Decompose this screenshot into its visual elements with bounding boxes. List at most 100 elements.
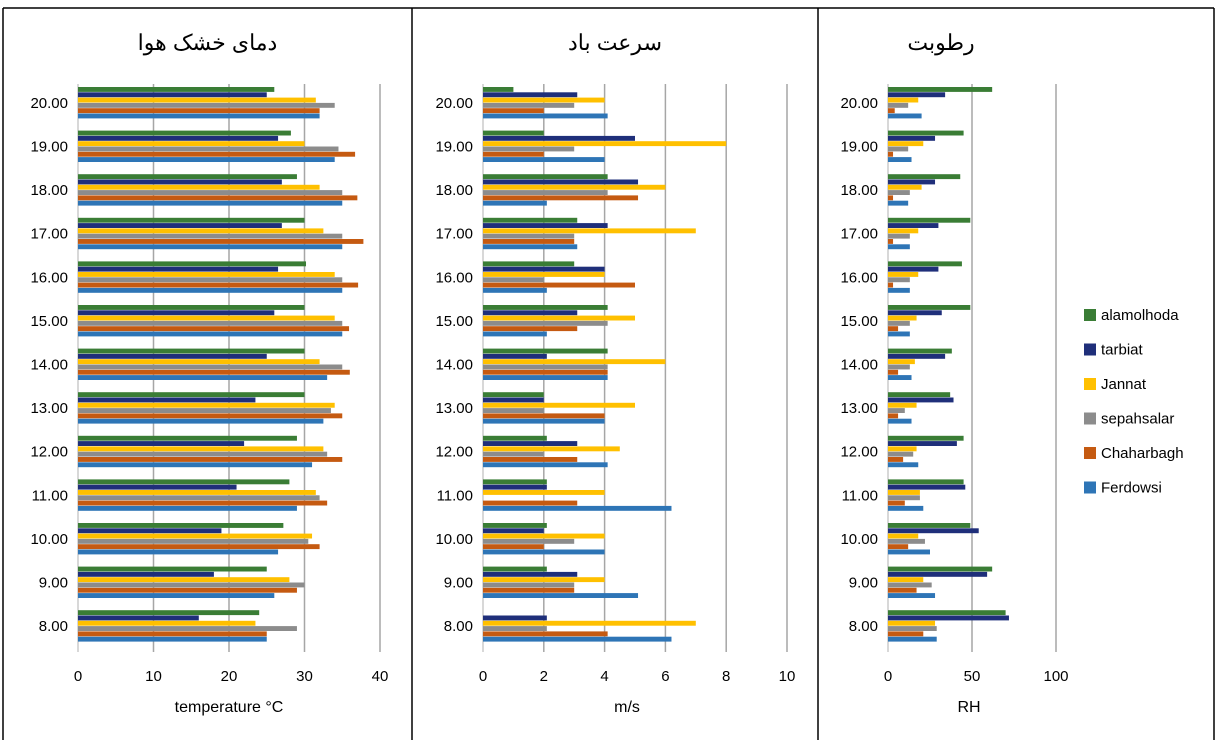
- bar-Chaharbagh-10: [483, 544, 544, 550]
- bar-Ferdowsi-2: [483, 200, 547, 206]
- bar-Ferdowsi-9: [78, 505, 297, 511]
- bar-Ferdowsi-5: [78, 331, 343, 337]
- bar-tarbiat-6: [78, 353, 267, 359]
- bar-Chaharbagh-9: [888, 500, 905, 506]
- bar-Jannat-8: [483, 446, 620, 452]
- bar-Chaharbagh-3: [78, 239, 364, 244]
- legend-swatch-sepahsalar: [1084, 412, 1096, 425]
- bar-tarbiat-9: [483, 484, 547, 490]
- bar-Chaharbagh-6: [483, 369, 608, 375]
- y-tick-label: 13.00: [840, 400, 878, 417]
- bar-tarbiat-2: [888, 179, 936, 185]
- bar-tarbiat-3: [888, 223, 939, 228]
- bar-tarbiat-5: [78, 310, 275, 316]
- bar-tarbiat-12: [78, 615, 199, 621]
- bar-Ferdowsi-11: [888, 593, 936, 598]
- bar-Chaharbagh-4: [483, 282, 635, 288]
- bar-sepahsalar-8: [78, 451, 328, 457]
- bar-sepahsalar-10: [78, 538, 309, 544]
- bar-alamolhoda-12: [888, 610, 1006, 616]
- y-tick-label: 14.00: [840, 357, 878, 374]
- bar-alamolhoda-7: [888, 392, 951, 398]
- bar-tarbiat-9: [78, 484, 237, 490]
- bar-Chaharbagh-9: [78, 500, 328, 506]
- bar-Jannat-0: [888, 97, 919, 103]
- bar-Jannat-5: [888, 315, 917, 321]
- x-tick-label: 2: [540, 668, 548, 685]
- bar-Jannat-7: [888, 402, 917, 408]
- bar-Ferdowsi-3: [888, 244, 910, 250]
- y-tick-label: 14.00: [435, 357, 473, 374]
- bar-Jannat-12: [483, 620, 696, 626]
- y-tick-label: 18.00: [840, 182, 878, 199]
- bar-Jannat-2: [78, 184, 320, 190]
- bar-alamolhoda-8: [483, 435, 547, 441]
- bar-alamolhoda-5: [78, 305, 305, 310]
- bar-tarbiat-6: [888, 353, 946, 359]
- bar-Chaharbagh-2: [888, 195, 894, 201]
- y-tick-label: 16.00: [435, 269, 473, 286]
- bar-alamolhoda-12: [78, 610, 260, 616]
- bar-tarbiat-11: [78, 571, 214, 577]
- bar-Jannat-9: [888, 490, 920, 495]
- y-tick-label: 14.00: [30, 357, 68, 374]
- bar-Ferdowsi-0: [483, 113, 608, 119]
- bar-Ferdowsi-2: [888, 200, 909, 206]
- bar-Jannat-3: [483, 228, 696, 234]
- y-tick-label: 9.00: [39, 575, 68, 592]
- bar-alamolhoda-1: [483, 130, 544, 136]
- bar-Chaharbagh-5: [483, 326, 578, 332]
- bar-sepahsalar-9: [78, 495, 320, 501]
- bar-Ferdowsi-0: [78, 113, 320, 119]
- x-axis-label: m/s: [614, 699, 640, 716]
- bar-Chaharbagh-4: [888, 282, 894, 288]
- bar-Chaharbagh-5: [78, 326, 350, 332]
- bar-alamolhoda-10: [78, 523, 284, 528]
- bar-sepahsalar-11: [888, 582, 932, 588]
- bar-tarbiat-7: [78, 397, 256, 403]
- bar-sepahsalar-5: [483, 320, 608, 326]
- bar-sepahsalar-4: [483, 277, 544, 283]
- bar-Jannat-12: [888, 620, 936, 626]
- x-tick-label: 40: [372, 668, 389, 685]
- bar-Chaharbagh-10: [888, 544, 909, 550]
- x-axis-label: RH: [957, 699, 980, 716]
- bar-alamolhoda-6: [888, 348, 952, 354]
- bar-alamolhoda-5: [483, 305, 608, 310]
- bar-Ferdowsi-7: [78, 418, 324, 424]
- bar-alamolhoda-9: [483, 479, 547, 485]
- bar-Ferdowsi-1: [888, 157, 912, 162]
- y-tick-label: 20.00: [435, 95, 473, 112]
- bar-Chaharbagh-12: [888, 631, 924, 637]
- bar-tarbiat-0: [483, 92, 578, 98]
- y-tick-label: 11.00: [32, 487, 68, 504]
- bar-alamolhoda-6: [483, 348, 608, 354]
- bar-alamolhoda-4: [483, 261, 575, 267]
- bar-Ferdowsi-5: [888, 331, 910, 337]
- legend-swatch-Jannat: [1084, 378, 1096, 390]
- bar-Ferdowsi-3: [78, 244, 343, 250]
- bar-Ferdowsi-5: [483, 331, 547, 337]
- bar-sepahsalar-8: [888, 451, 914, 457]
- bar-tarbiat-0: [78, 92, 267, 98]
- bar-Ferdowsi-6: [78, 375, 328, 380]
- bar-Chaharbagh-6: [78, 369, 350, 375]
- bar-tarbiat-0: [888, 92, 946, 98]
- bar-alamolhoda-11: [78, 566, 267, 572]
- y-tick-label: 19.00: [840, 139, 878, 156]
- legend-label-Jannat: Jannat: [1101, 376, 1147, 393]
- bar-tarbiat-5: [888, 310, 942, 316]
- y-tick-label: 20.00: [840, 95, 878, 112]
- chart-title: دمای خشک هوا: [138, 30, 278, 56]
- y-tick-label: 20.00: [30, 95, 68, 112]
- bar-alamolhoda-2: [483, 174, 608, 180]
- x-tick-label: 10: [779, 668, 796, 685]
- x-tick-label: 100: [1043, 668, 1068, 685]
- legend-label-sepahsalar: sepahsalar: [1101, 411, 1174, 428]
- chart-title: رطوبت: [907, 30, 974, 56]
- y-tick-label: 17.00: [840, 226, 878, 243]
- bar-alamolhoda-1: [888, 130, 964, 136]
- bar-sepahsalar-5: [888, 320, 910, 326]
- x-tick-label: 6: [661, 668, 669, 685]
